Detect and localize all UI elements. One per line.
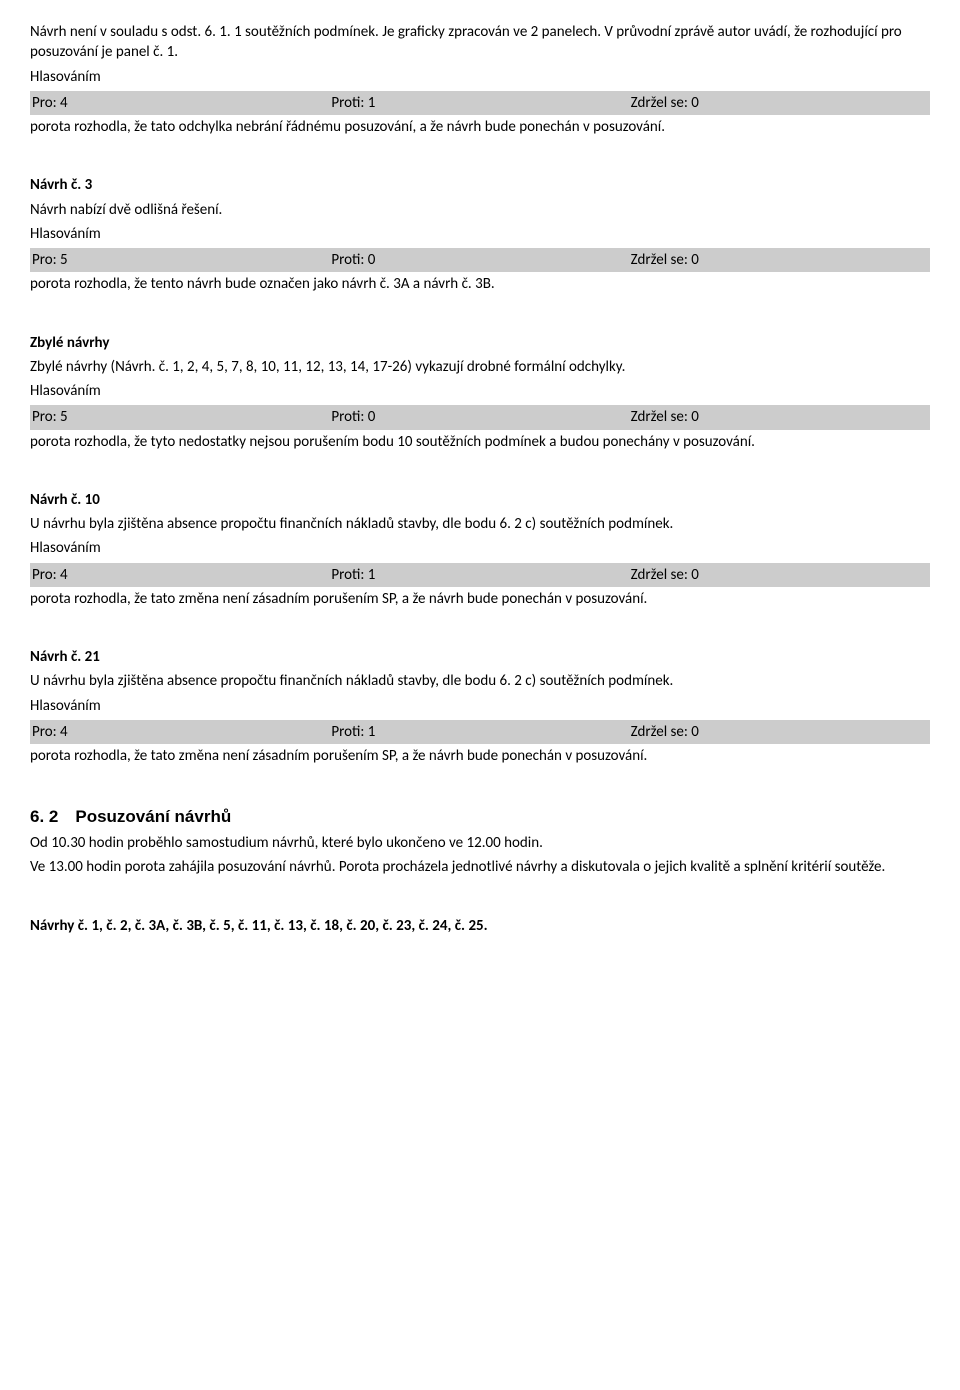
block4-vote-row: Pro: 4 Proti: 1 Zdržel se: 0 (30, 563, 930, 587)
block3-proti: Proti: 0 (331, 407, 630, 427)
block4-p1: U návrhu byla zjištěna absence propočtu … (30, 514, 930, 534)
block4-pro: Pro: 4 (30, 565, 331, 585)
block4-hlas: Hlasováním (30, 538, 930, 558)
block1-zdrzel: Zdržel se: 0 (631, 93, 930, 113)
block5-pro: Pro: 4 (30, 722, 331, 742)
block2-p1: Návrh nabízí dvě odlišná řešení. (30, 200, 930, 220)
block3-vote-row: Pro: 5 Proti: 0 Zdržel se: 0 (30, 405, 930, 429)
block2-zdrzel: Zdržel se: 0 (631, 250, 930, 270)
block4-proti: Proti: 1 (331, 565, 630, 585)
block1-vote-row: Pro: 4 Proti: 1 Zdržel se: 0 (30, 91, 930, 115)
block4-zdrzel: Zdržel se: 0 (631, 565, 930, 585)
footer-line: Návrhy č. 1, č. 2, č. 3A, č. 3B, č. 5, č… (30, 916, 930, 936)
block1-proti: Proti: 1 (331, 93, 630, 113)
block5-title: Návrh č. 21 (30, 647, 930, 667)
block5-vote-row: Pro: 4 Proti: 1 Zdržel se: 0 (30, 720, 930, 744)
block5-hlas: Hlasováním (30, 696, 930, 716)
section-6-2-heading: 6. 2 Posuzování návrhů (30, 806, 930, 829)
block1-intro: Návrh není v souladu s odst. 6. 1. 1 sou… (30, 22, 930, 63)
block2-proti: Proti: 0 (331, 250, 630, 270)
block2-hlas: Hlasováním (30, 224, 930, 244)
block1-hlas: Hlasováním (30, 67, 930, 87)
block3-hlas: Hlasováním (30, 381, 930, 401)
block3-zdrzel: Zdržel se: 0 (631, 407, 930, 427)
section-6-2-p1: Od 10.30 hodin proběhlo samostudium návr… (30, 833, 930, 853)
block2-result: porota rozhodla, že tento návrh bude ozn… (30, 274, 930, 294)
block2-title: Návrh č. 3 (30, 175, 930, 195)
block3-title: Zbylé návrhy (30, 333, 930, 353)
block5-zdrzel: Zdržel se: 0 (631, 722, 930, 742)
block3-p1: Zbylé návrhy (Návrh. č. 1, 2, 4, 5, 7, 8… (30, 357, 930, 377)
block1-result: porota rozhodla, že tato odchylka nebrán… (30, 117, 930, 137)
block5-proti: Proti: 1 (331, 722, 630, 742)
block5-p1: U návrhu byla zjištěna absence propočtu … (30, 671, 930, 691)
block3-pro: Pro: 5 (30, 407, 331, 427)
block2-pro: Pro: 5 (30, 250, 331, 270)
block4-result: porota rozhodla, že tato změna není zása… (30, 589, 930, 609)
block1-pro: Pro: 4 (30, 93, 331, 113)
section-6-2-p2: Ve 13.00 hodin porota zahájila posuzován… (30, 857, 930, 877)
block5-result: porota rozhodla, že tato změna není zása… (30, 746, 930, 766)
block3-result: porota rozhodla, že tyto nedostatky nejs… (30, 432, 930, 452)
block2-vote-row: Pro: 5 Proti: 0 Zdržel se: 0 (30, 248, 930, 272)
block4-title: Návrh č. 10 (30, 490, 930, 510)
